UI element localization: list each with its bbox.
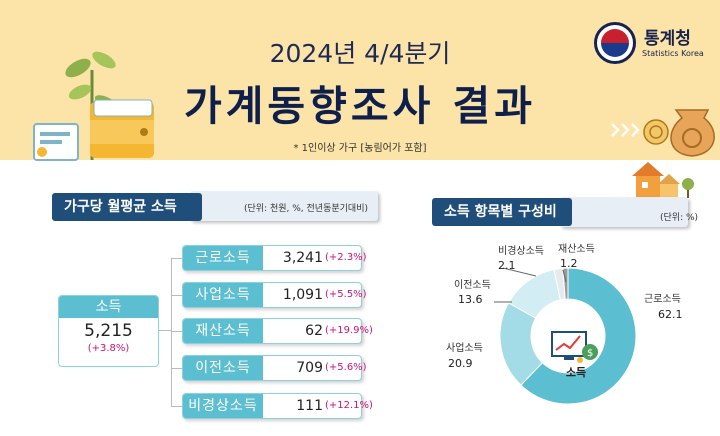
income-item-label: 사업소득 (183, 283, 263, 307)
connector-branch (171, 368, 182, 369)
income-unit-bar (190, 191, 378, 221)
composition-unit-bar (560, 197, 688, 227)
svg-text:$: $ (587, 348, 593, 359)
pie-label-irregular: 비경상소득 (498, 246, 544, 257)
composition-unit-label: (단위: %) (660, 213, 699, 223)
page-subtitle: 2024년 4/4분기 (269, 39, 451, 68)
pie-center-label: 소득 (565, 366, 587, 379)
income-item-transfer: 이전소득 709 (+5.6%) (182, 355, 367, 381)
income-item-value: 1,091 (282, 287, 323, 303)
income-item-property: 재산소득 62 (+19.9%) (182, 318, 373, 344)
income-item-change: (+5.5%) (325, 289, 367, 300)
agency-logo: 통계청 Statistics Korea (594, 22, 714, 66)
income-unit-label: (단위: 천원, %, 전년동분기대비) (244, 204, 368, 214)
total-income-card: 소득 5,215 (+3.8%) (58, 295, 159, 367)
wallet-icon (90, 99, 154, 158)
pie-label-wage: 근로소득 (644, 294, 681, 305)
connector-trunk (159, 330, 171, 331)
income-item-irregular: 비경상소득 111 (+12.1%) (182, 393, 373, 419)
income-item-value: 62 (305, 323, 323, 339)
total-income-label: 소득 (59, 296, 158, 318)
bag-icon (670, 109, 715, 157)
pie-value-transfer: 13.6 (458, 293, 483, 306)
income-item-label: 근로소득 (183, 246, 263, 270)
scope-note: * 1인이상 가구 [농림어가 포함] (293, 143, 427, 154)
pie-value-property: 1.2 (560, 257, 578, 270)
savings-illustration (33, 51, 154, 161)
houses-illustration (632, 162, 694, 198)
income-item-value: 3,241 (282, 250, 323, 266)
connector-branch (171, 258, 182, 259)
page-title: 가계동향조사 결과 (183, 82, 537, 130)
income-item-change: (+5.6%) (325, 362, 367, 373)
money-bag-illustration (611, 109, 715, 157)
logo-english-name: Statistics Korea (642, 49, 704, 58)
income-item-business: 사업소득 1,091 (+5.5%) (182, 282, 367, 308)
income-item-change: (+12.1%) (325, 400, 373, 411)
pie-label-property: 재산소득 (558, 244, 595, 255)
pie-slice-wage (520, 267, 637, 405)
income-item-change: (+19.9%) (325, 325, 373, 336)
coin-icon (643, 119, 669, 145)
connector-branch (171, 331, 182, 332)
pie-value-wage: 62.1 (658, 308, 683, 321)
connector-branch (171, 295, 182, 296)
income-item-wage: 근로소득 3,241 (+2.3%) (182, 245, 367, 271)
tree-icon (682, 178, 694, 198)
income-item-value: 111 (296, 398, 323, 414)
income-item-label: 이전소득 (183, 356, 263, 380)
pie-leader-line (562, 269, 567, 283)
total-income-value: 5,215 (84, 321, 133, 341)
income-section-title: 가구당 월평균 소득 (52, 193, 202, 221)
pie-value-irregular: 2.1 (498, 259, 516, 272)
income-item-label: 비경상소득 (183, 394, 263, 418)
pie-label-transfer: 이전소득 (454, 280, 491, 291)
income-item-value: 709 (296, 360, 323, 376)
connector-vertical (171, 258, 172, 406)
pie-label-business: 사업소득 (446, 343, 483, 354)
pie-value-business: 20.9 (448, 357, 473, 370)
logo-korean-name: 통계청 (644, 29, 691, 49)
total-income-change: (+3.8%) (87, 343, 130, 354)
connector-branch (171, 406, 182, 407)
arrows-icon (611, 123, 640, 137)
document-icon (33, 123, 79, 161)
pie-leader-line (502, 267, 537, 277)
income-item-change: (+2.3%) (325, 252, 367, 263)
house-icon (632, 162, 680, 198)
composition-section-title: 소득 항목별 구성비 (432, 198, 572, 226)
income-chart-icon: $ (551, 331, 598, 363)
income-item-label: 재산소득 (183, 319, 263, 343)
taegeuk-icon (594, 22, 636, 64)
